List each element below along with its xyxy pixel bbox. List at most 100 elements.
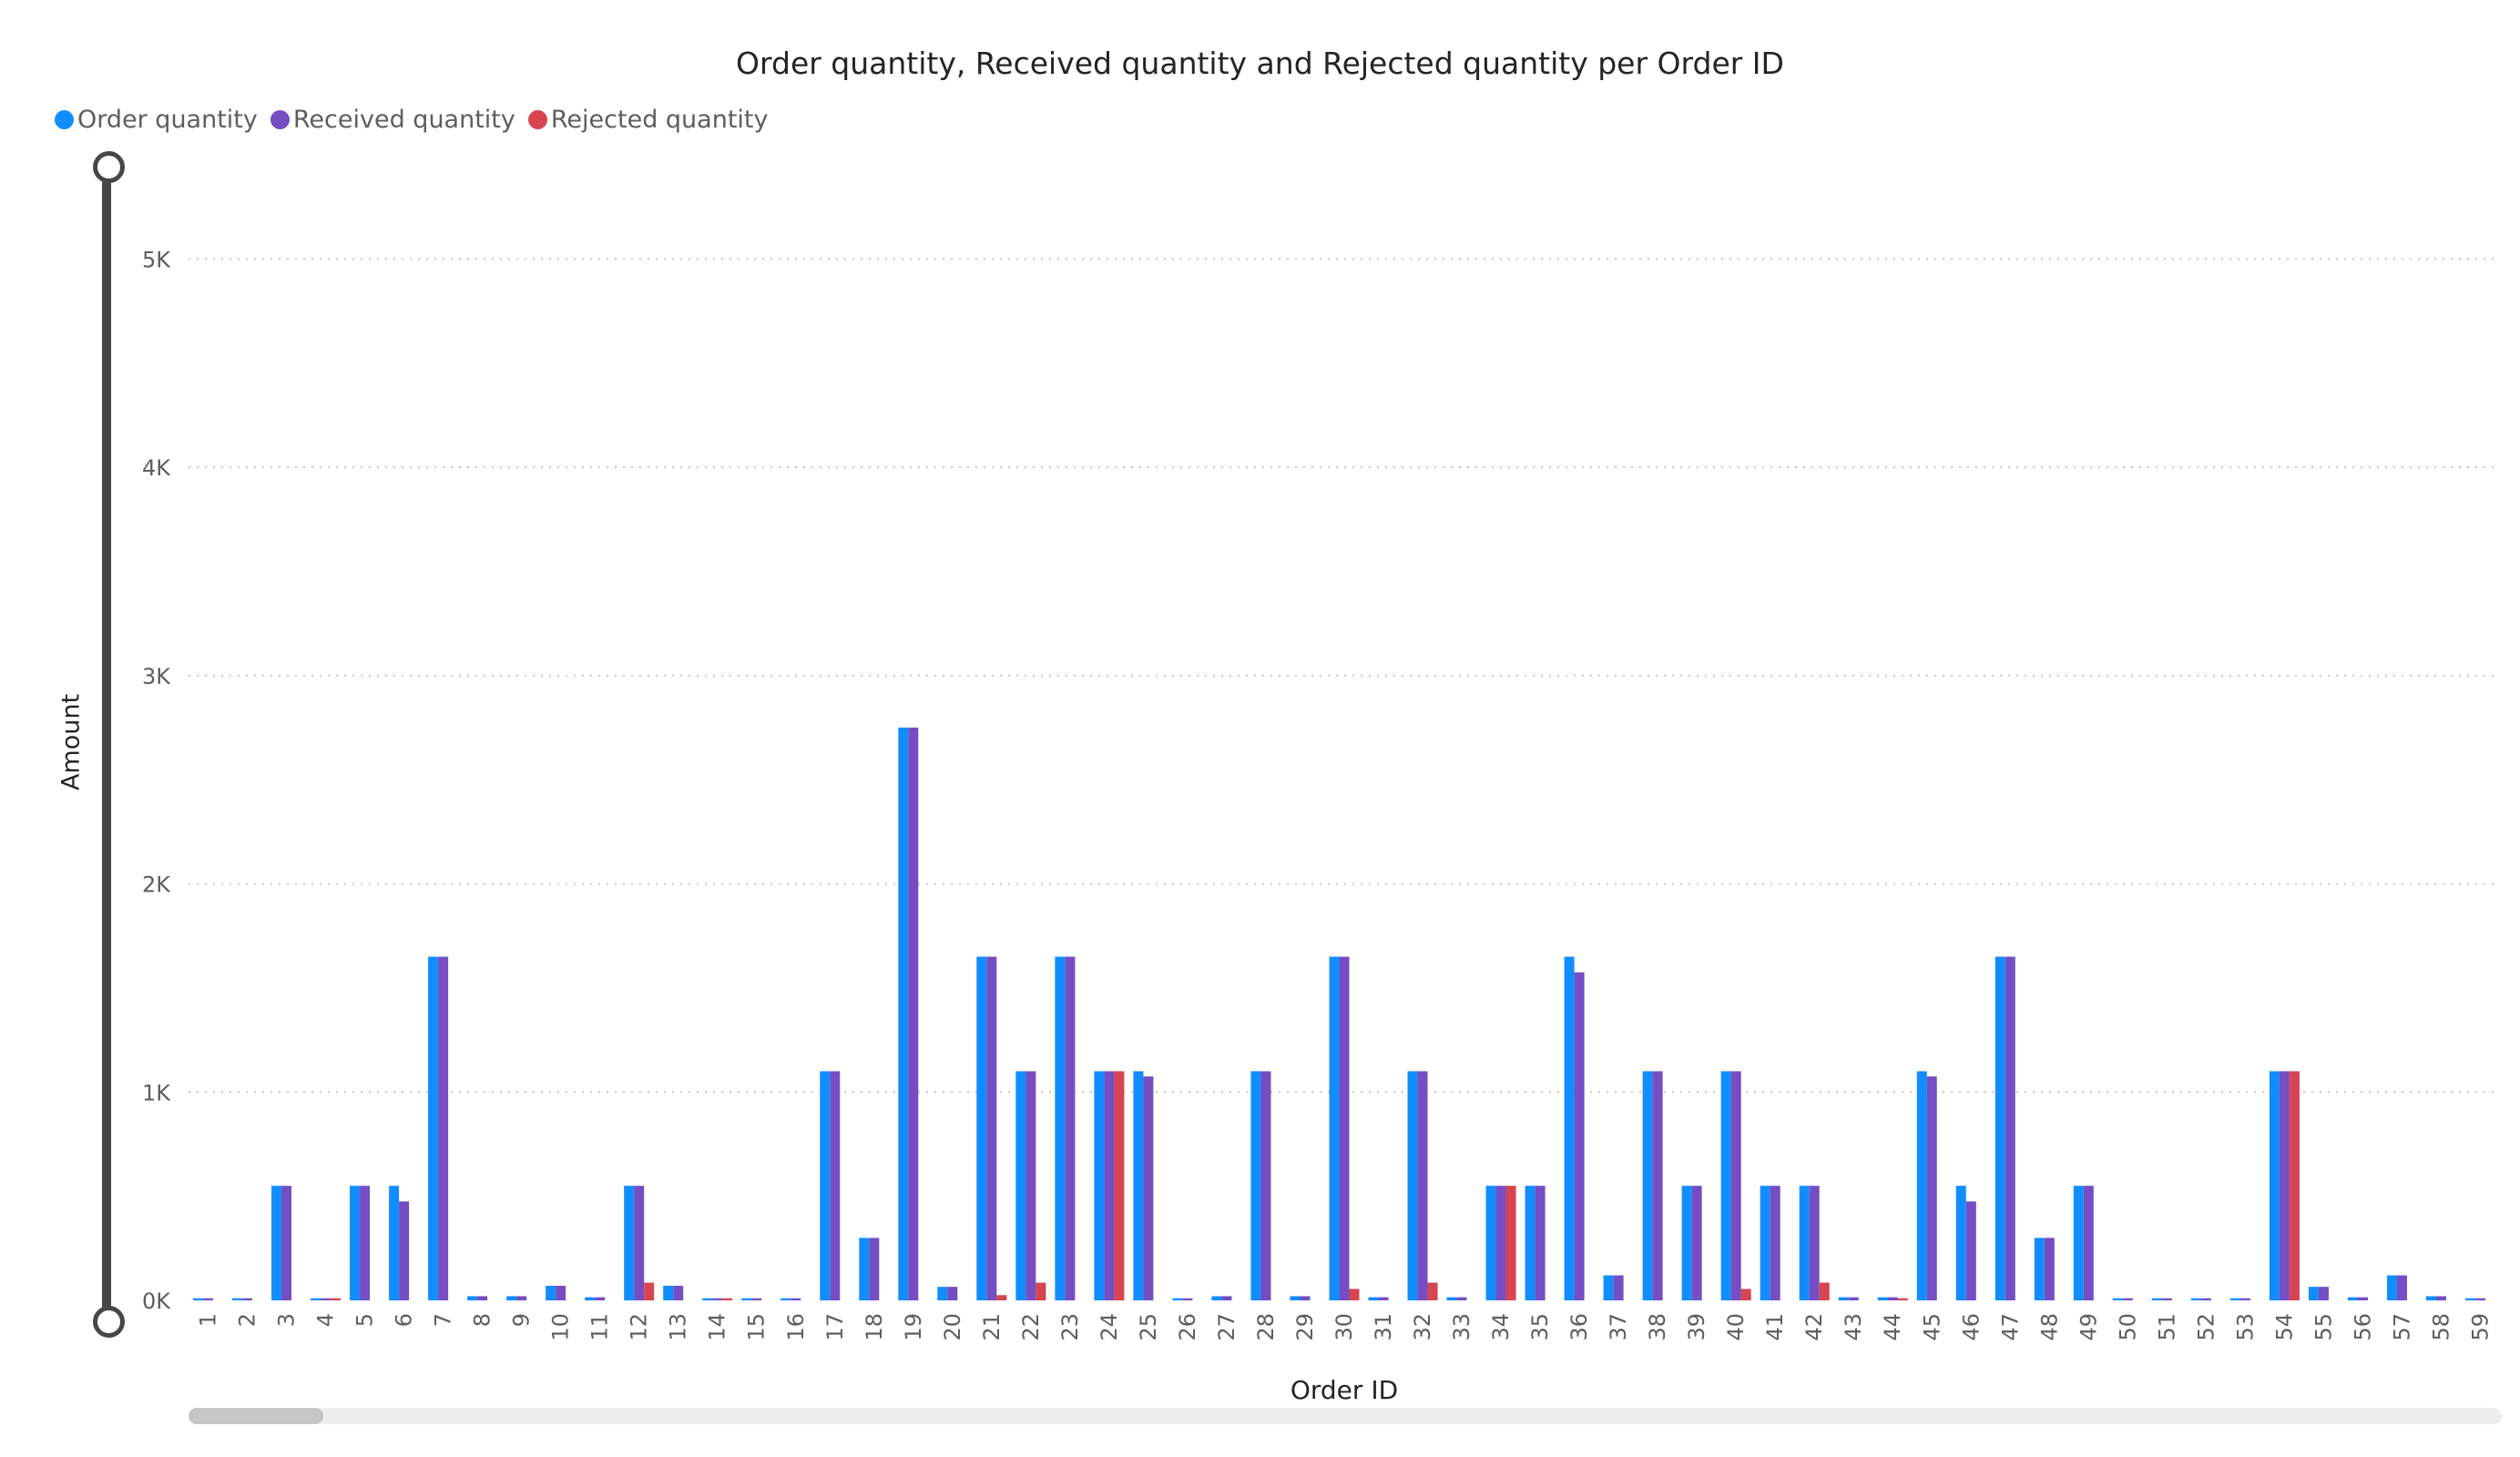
order-quantity-bar bbox=[1564, 956, 1575, 1300]
order-quantity-bar bbox=[1681, 1186, 1692, 1300]
x-tick-label: 8 bbox=[470, 1313, 495, 1327]
x-tick-label: 31 bbox=[1371, 1313, 1396, 1341]
received-quantity-bar bbox=[2279, 1071, 2290, 1300]
y-zoom-handle-top[interactable] bbox=[93, 151, 125, 183]
received-quantity-bar bbox=[1574, 972, 1585, 1300]
x-tick-label: 53 bbox=[2232, 1313, 2258, 1341]
order-quantity-bar bbox=[1133, 1071, 1144, 1300]
x-tick-label: 19 bbox=[901, 1313, 926, 1341]
received-quantity-bar bbox=[1417, 1071, 1428, 1300]
legend-label-order-quantity: Order quantity bbox=[77, 106, 258, 134]
order-quantity-bar bbox=[1407, 1071, 1418, 1300]
order-quantity-bar bbox=[663, 1285, 674, 1300]
rejected-quantity-bar bbox=[1505, 1186, 1516, 1300]
received-quantity-bar bbox=[516, 1296, 527, 1300]
received-quantity-bar bbox=[1221, 1296, 1232, 1300]
y-tick-label: 0K bbox=[142, 1289, 171, 1314]
order-quantity-bar bbox=[1368, 1297, 1379, 1300]
order-quantity-bar bbox=[1955, 1186, 1966, 1300]
received-quantity-bar bbox=[791, 1298, 801, 1300]
order-quantity-bar bbox=[780, 1298, 791, 1300]
x-tick-label: 35 bbox=[1527, 1313, 1553, 1341]
rejected-quantity-bar bbox=[331, 1298, 342, 1300]
received-quantity-bar bbox=[712, 1298, 723, 1300]
received-quantity-bar bbox=[203, 1298, 214, 1300]
x-tick-label: 14 bbox=[705, 1313, 730, 1341]
order-quantity-bar bbox=[2269, 1071, 2280, 1300]
x-tick-label: 5 bbox=[352, 1313, 378, 1327]
x-tick-label: 25 bbox=[1136, 1313, 1161, 1341]
x-tick-label: 58 bbox=[2428, 1313, 2454, 1341]
x-tick-label: 7 bbox=[431, 1313, 456, 1327]
x-scrollbar-track[interactable] bbox=[189, 1408, 2502, 1424]
order-quantity-bar bbox=[2190, 1298, 2201, 1300]
order-quantity-bar bbox=[1055, 956, 1066, 1300]
order-quantity-bar bbox=[232, 1298, 243, 1300]
x-tick-label: 55 bbox=[2311, 1313, 2336, 1341]
order-quantity-bar bbox=[311, 1298, 321, 1300]
y-tick-label: 5K bbox=[142, 247, 171, 272]
received-quantity-bar bbox=[1965, 1201, 1976, 1300]
received-quantity-bar bbox=[2474, 1298, 2485, 1300]
rejected-quantity-bar bbox=[1349, 1289, 1360, 1300]
order-quantity-bar bbox=[585, 1297, 596, 1300]
received-quantity-bar bbox=[321, 1298, 332, 1300]
y-zoom-handle-bottom[interactable] bbox=[93, 1306, 125, 1338]
received-quantity-bar bbox=[1456, 1297, 1467, 1300]
received-quantity-bar bbox=[869, 1238, 880, 1300]
order-quantity-bar bbox=[2386, 1275, 2397, 1300]
order-quantity-bar bbox=[389, 1186, 400, 1300]
order-quantity-bar bbox=[820, 1071, 831, 1300]
legend-item-rejected-quantity[interactable]: Rejected quantity bbox=[527, 106, 768, 134]
received-quantity-bar bbox=[281, 1186, 292, 1300]
received-quantity-bar bbox=[1495, 1186, 1506, 1300]
x-tick-label: 13 bbox=[666, 1313, 691, 1341]
received-quantity-bar bbox=[438, 956, 449, 1300]
order-quantity-bar bbox=[2034, 1238, 2045, 1300]
order-quantity-bar bbox=[1250, 1071, 1261, 1300]
order-quantity-bar bbox=[898, 728, 909, 1300]
received-quantity-bar bbox=[360, 1186, 371, 1300]
received-quantity-bar bbox=[1887, 1297, 1898, 1300]
legend-label-received-quantity: Received quantity bbox=[292, 106, 515, 134]
order-quantity-bar bbox=[2308, 1287, 2319, 1300]
received-quantity-bar bbox=[2435, 1296, 2446, 1300]
received-quantity-bar bbox=[1730, 1071, 1741, 1300]
rejected-quantity-bar bbox=[1740, 1289, 1751, 1300]
order-quantity-bar bbox=[467, 1296, 478, 1300]
received-quantity-bar bbox=[2239, 1298, 2250, 1300]
legend-item-received-quantity[interactable]: Received quantity bbox=[270, 106, 515, 134]
order-quantity-bar bbox=[1015, 1071, 1026, 1300]
order-quantity-bar bbox=[2347, 1297, 2358, 1300]
received-quantity-bar bbox=[2044, 1238, 2055, 1300]
x-scrollbar-thumb[interactable] bbox=[189, 1408, 323, 1424]
rejected-quantity-bar bbox=[2289, 1071, 2300, 1300]
x-tick-label: 57 bbox=[2389, 1313, 2414, 1341]
order-quantity-bar bbox=[1838, 1297, 1849, 1300]
order-quantity-bar bbox=[2073, 1186, 2084, 1300]
x-tick-label: 2 bbox=[235, 1313, 260, 1327]
y-zoom-slider-track[interactable] bbox=[102, 164, 111, 1319]
received-quantity-bar bbox=[1848, 1297, 1859, 1300]
y-tick-label: 3K bbox=[142, 664, 171, 689]
x-tick-label: 49 bbox=[2076, 1313, 2101, 1341]
x-tick-label: 50 bbox=[2115, 1313, 2140, 1341]
rejected-quantity-bar bbox=[644, 1282, 655, 1300]
order-quantity-bar bbox=[506, 1296, 517, 1300]
rejected-quantity-bar bbox=[1427, 1282, 1438, 1300]
received-quantity-bar bbox=[1770, 1186, 1780, 1300]
x-tick-label: 22 bbox=[1018, 1313, 1044, 1341]
order-quantity-bar bbox=[1211, 1296, 1222, 1300]
rejected-quantity-bar bbox=[1114, 1071, 1125, 1300]
order-quantity-bar bbox=[1995, 956, 2005, 1300]
order-quantity-bar bbox=[1290, 1296, 1301, 1300]
x-tick-label: 18 bbox=[862, 1313, 887, 1341]
order-quantity-bar bbox=[1525, 1186, 1535, 1300]
x-tick-label: 33 bbox=[1449, 1313, 1474, 1341]
x-tick-label: 20 bbox=[940, 1313, 965, 1341]
legend-item-order-quantity[interactable]: Order quantity bbox=[55, 106, 258, 134]
order-quantity-bar bbox=[2464, 1298, 2475, 1300]
received-quantity-bar bbox=[556, 1285, 566, 1300]
x-tick-label: 48 bbox=[2036, 1313, 2062, 1341]
received-quantity-bar bbox=[2318, 1287, 2329, 1300]
